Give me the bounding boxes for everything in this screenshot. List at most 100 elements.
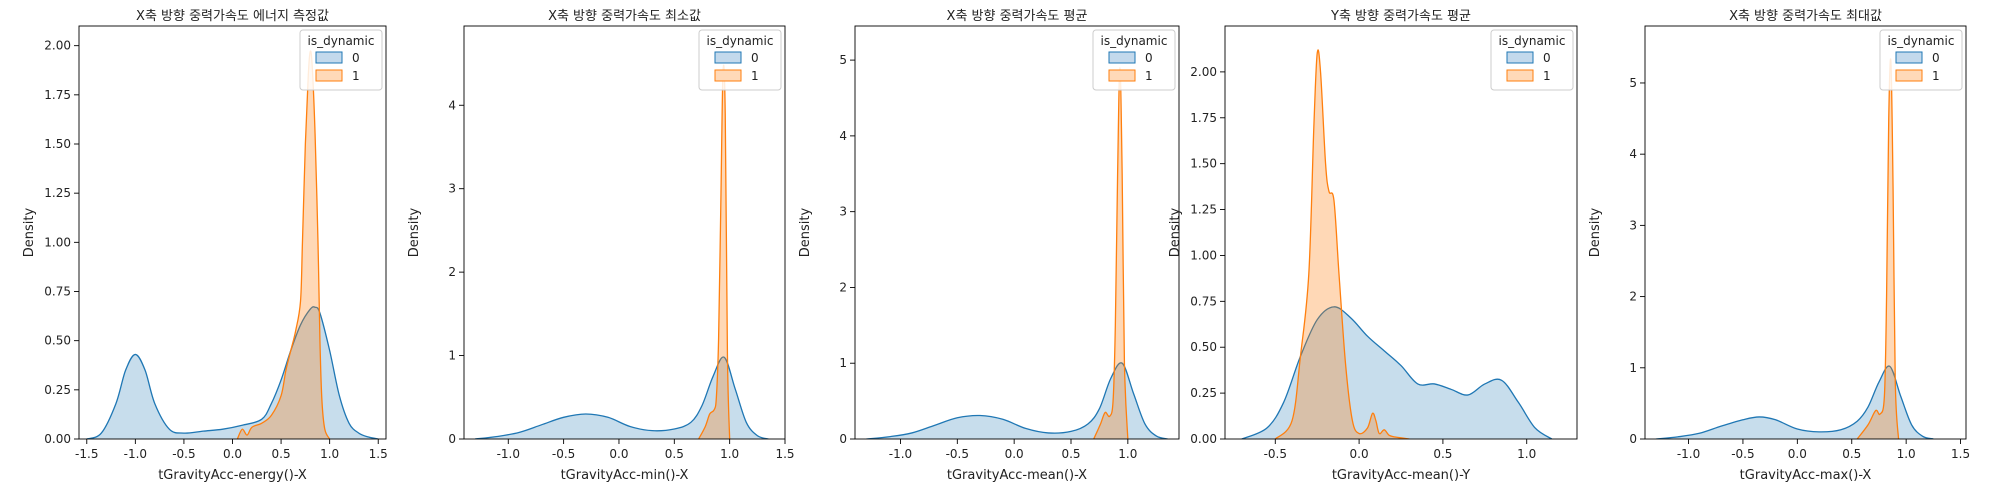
legend-label-0: 0 [1145, 51, 1153, 65]
density-fill-1 [1093, 67, 1128, 439]
x-tick-label: -1.0 [124, 447, 147, 461]
density-fill-1 [1275, 49, 1410, 439]
y-tick-label: 0 [448, 432, 456, 446]
y-tick-label: 1.25 [44, 186, 71, 200]
density-line-1 [698, 64, 731, 439]
axes-frame [1644, 25, 1967, 440]
y-tick-label: 0.25 [44, 383, 71, 397]
y-tick-label: 0.50 [44, 334, 71, 348]
x-tick-label: 0.0 [609, 447, 628, 461]
y-tick-label: 0.50 [1190, 340, 1217, 354]
legend-title: is_dynamic [707, 34, 774, 48]
legend-label-0: 0 [1932, 51, 1940, 65]
x-tick-label: 1.5 [1951, 447, 1970, 461]
subplot-2: -1.0 -0.5 0.0 0.5 1.0 1.5 0 1 2 3 4 X축 방향 중력가속도 최소값… [407, 9, 795, 483]
y-tick-label: 5 [839, 53, 847, 67]
y-tick-label: 1.00 [44, 235, 71, 249]
x-tick-label: 0.5 [1433, 447, 1452, 461]
x-tick-label: 0.0 [1005, 447, 1024, 461]
legend-swatch-1 [1506, 69, 1534, 82]
y-tick-label: 0.75 [44, 285, 71, 299]
y-tick-label: 0 [839, 432, 847, 446]
legend-swatch-1 [1895, 69, 1923, 82]
density-fill-0 [1655, 366, 1934, 439]
x-tick-label: 1.0 [720, 447, 739, 461]
x-tick-label: -0.5 [1264, 447, 1287, 461]
y-tick-label: 0.00 [1190, 432, 1217, 446]
plot-area [86, 50, 379, 439]
y-tick-label: 4 [1629, 147, 1637, 161]
y-tick-label: 4 [448, 98, 456, 112]
legend-swatch-0 [1108, 51, 1136, 64]
y-axis-label: Density [407, 207, 422, 257]
x-axis-label: tGravityAcc-max()-X [1740, 468, 1872, 483]
legend-swatch-0 [714, 51, 742, 64]
y-tick-label: 0.75 [1190, 294, 1217, 308]
legend: is_dynamic 0 1 [698, 29, 782, 91]
y-axis-label: Density [798, 207, 813, 257]
legend-title: is_dynamic [1101, 34, 1168, 48]
density-line-1 [236, 50, 331, 439]
y-tick-label: 1.50 [1190, 157, 1217, 171]
y-tick-label: 2 [448, 265, 456, 279]
x-tick-label: -1.0 [497, 447, 520, 461]
y-tick-label: 1 [448, 349, 456, 363]
legend: is_dynamic 0 1 [299, 29, 383, 91]
y-tick-label: 2.00 [44, 39, 71, 53]
y-tick-label: 1.00 [1190, 248, 1217, 262]
x-axis-label: tGravityAcc-mean()-X [947, 468, 1087, 483]
y-tick-label: 2 [839, 280, 847, 294]
x-tick-label: 0.0 [1788, 447, 1807, 461]
density-line-1 [1093, 67, 1129, 439]
density-line-1 [1856, 58, 1900, 439]
x-tick-label: 1.0 [1517, 447, 1536, 461]
x-axis-label: tGravityAcc-mean()-Y [1332, 468, 1470, 483]
y-tick-label: 1 [839, 356, 847, 370]
chart-title: X축 방향 중력가속도 최소값 [548, 9, 701, 24]
density-fill-1 [237, 51, 330, 439]
legend: is_dynamic 0 1 [1490, 29, 1574, 91]
legend-label-0: 0 [352, 51, 360, 65]
density-line-1 [1274, 49, 1410, 439]
y-tick-label: 1.50 [44, 137, 71, 151]
y-tick-label: 2.00 [1190, 65, 1217, 79]
y-axis-label: Density [22, 207, 37, 257]
y-tick-label: 3 [839, 205, 847, 219]
chart-title: X축 방향 중력가속도 최대값 [1729, 9, 1882, 24]
y-tick-label: 5 [1629, 76, 1637, 90]
plot-area [866, 67, 1168, 439]
density-line-0 [866, 362, 1168, 439]
x-tick-label: 0.5 [1061, 447, 1080, 461]
x-tick-label: 0.0 [1350, 447, 1369, 461]
legend: is_dynamic 0 1 [1092, 29, 1176, 91]
y-tick-label: 1 [1629, 361, 1637, 375]
legend-swatch-0 [1506, 51, 1534, 64]
y-tick-label: 3 [1629, 218, 1637, 232]
plot-area [1655, 58, 1934, 439]
plot-area [1241, 49, 1553, 439]
legend-swatch-1 [714, 69, 742, 82]
subplot-1: -1.5 -1.0 -0.5 0.0 0.5 1.0 1.5 0.00 0.25 0.50 0.75… [22, 9, 388, 483]
x-tick-label: 0.5 [272, 447, 291, 461]
legend-label-1: 1 [1932, 69, 1940, 83]
chart-title: X축 방향 중력가속도 에너지 측정값 [136, 9, 329, 24]
density-fill-1 [1857, 58, 1899, 439]
axes-frame [463, 25, 786, 440]
x-tick-label: -1.0 [1677, 447, 1700, 461]
y-axis-label: Density [1168, 207, 1183, 257]
legend-title: is_dynamic [1499, 34, 1566, 48]
x-axis-label: tGravityAcc-energy()-X [158, 468, 307, 483]
density-line-0 [474, 356, 769, 439]
legend-swatch-1 [1108, 69, 1136, 82]
plot-area [474, 64, 769, 439]
x-tick-label: 1.5 [775, 447, 794, 461]
legend-label-0: 0 [1543, 51, 1551, 65]
legend-label-1: 1 [1543, 69, 1551, 83]
x-tick-label: 1.5 [369, 447, 388, 461]
y-tick-label: 0.25 [1190, 386, 1217, 400]
legend-label-1: 1 [751, 69, 759, 83]
subplot-4: -0.5 0.0 0.5 1.0 0.00 0.25 0.50 0.75 1.00 1.25 1.5… [1168, 9, 1578, 483]
y-tick-label: 3 [448, 182, 456, 196]
legend-label-1: 1 [352, 69, 360, 83]
